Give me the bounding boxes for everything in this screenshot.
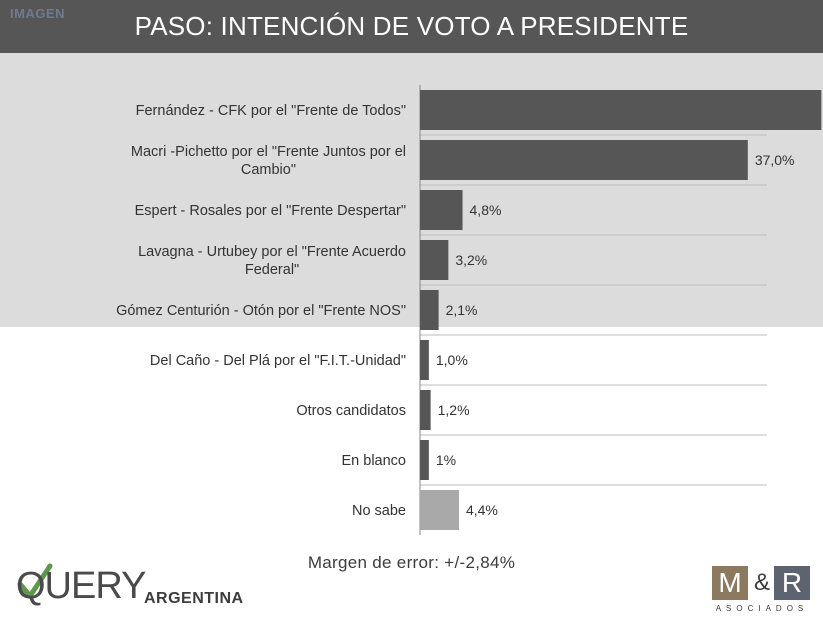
chart-title: PASO: INTENCIÓN DE VOTO A PRESIDENTE (134, 11, 689, 41)
bar-chart: 45,3%Fernández - CFK por el "Frente de T… (116, 85, 822, 535)
data-label: 3,2% (455, 252, 487, 268)
mr-logo-sub: ASOCIADOS (715, 604, 809, 613)
mr-asociados-logo: M & R ASOCIADOS (712, 566, 812, 614)
query-logo-word: QUERY (16, 565, 146, 607)
bar (420, 290, 439, 330)
category-label: Gómez Centurión - Otón por el "Frente NO… (116, 303, 406, 319)
data-label: 2,1% (446, 302, 478, 318)
mr-logo-m: M (712, 566, 748, 600)
bar (420, 340, 429, 380)
mr-logo-amp: & (753, 569, 770, 596)
header-bar: IMAGEN PASO: INTENCIÓN DE VOTO A PRESIDE… (0, 0, 823, 53)
category-label: Espert - Rosales por el "Frente Desperta… (135, 203, 406, 219)
bar (420, 490, 459, 530)
data-label: 1% (436, 452, 456, 468)
category-label: Federal" (245, 262, 299, 278)
data-label: 4,4% (466, 502, 498, 518)
bar (420, 140, 748, 180)
category-label: En blanco (342, 453, 407, 469)
category-label: Lavagna - Urtubey por el "Frente Acuerdo (138, 244, 406, 260)
bar (420, 240, 449, 280)
bar (420, 390, 431, 430)
data-label: 1,0% (436, 352, 468, 368)
data-label: 4,8% (470, 202, 502, 218)
watermark-tag: IMAGEN (10, 6, 65, 21)
bar (420, 90, 822, 130)
bar (420, 190, 463, 230)
query-argentina-logo: QUERY ARGENTINA (14, 562, 254, 612)
margin-of-error-note: Margen de error: +/-2,84% (307, 553, 516, 572)
query-logo-sub: ARGENTINA (144, 590, 244, 607)
category-label: Macri -Pichetto por el "Frente Juntos po… (131, 144, 406, 160)
data-label: 1,2% (438, 402, 470, 418)
category-label: Otros candidatos (296, 403, 406, 419)
data-label: 37,0% (755, 152, 795, 168)
checkmark-icon (17, 563, 53, 599)
category-label: Cambio" (241, 162, 296, 178)
mr-logo-r: R (774, 566, 810, 600)
category-label: Del Caño - Del Plá por el "F.I.T.-Unidad… (150, 353, 406, 369)
bar (420, 440, 429, 480)
category-label: No sabe (352, 503, 406, 519)
category-label: Fernández - CFK por el "Frente de Todos" (136, 103, 406, 119)
